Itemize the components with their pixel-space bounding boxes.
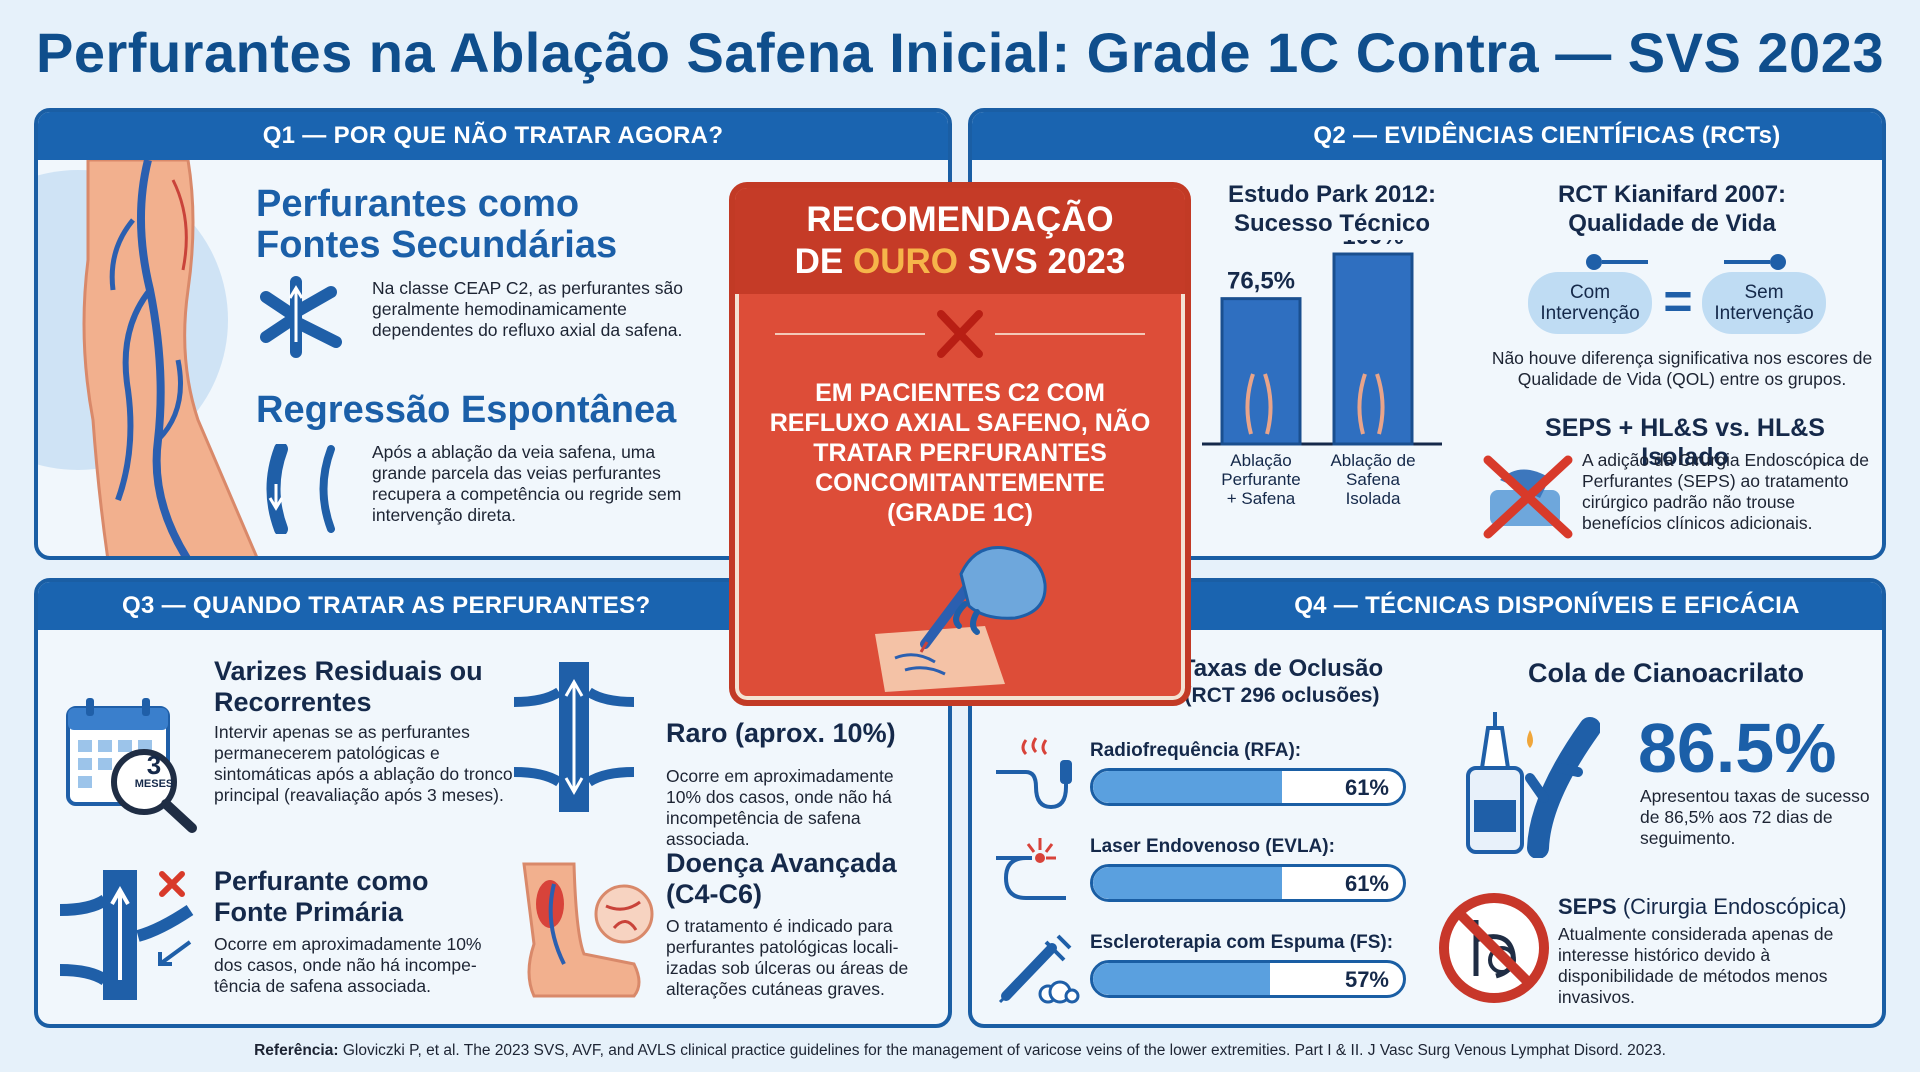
calendar-magnifier-icon [66, 698, 197, 833]
bar-value-rfa: 61% [1344, 775, 1389, 800]
radiofrequency-icon [996, 737, 1072, 810]
park-bar-vein-1 [1357, 373, 1385, 435]
pill-with-intervention: Com Intervenção [1528, 272, 1652, 334]
rec-line2-gold: OURO [853, 242, 958, 281]
bar-label-fs: Escleroterapia com Espuma (FS): [1090, 932, 1394, 953]
park-bar-value-0: 76,5% [1227, 268, 1295, 295]
bar-value-evla: 61% [1344, 871, 1389, 896]
laser-icon [996, 838, 1066, 900]
q1-heading-spontaneous-regression: Regressão Espontânea [256, 389, 677, 431]
seps-q4-title-bold: SEPS [1558, 894, 1617, 919]
bar-rfa: 61% [1090, 768, 1406, 806]
vein-arrows-icon [514, 662, 634, 812]
seps-q4-title-rest: (Cirurgia Endoscópica) [1616, 894, 1847, 919]
park-study-title: Estudo Park 2012: Sucesso Técnico [1227, 181, 1437, 237]
qol-text: Não houve diferença significativa nos es… [1491, 348, 1873, 389]
page-title: Perfurantes na Ablação Safena Inicial: G… [36, 21, 1884, 84]
bar-fs: 57% [1090, 960, 1406, 998]
q3-c-text: Ocorre em aproximadamente 10% dos casos,… [214, 934, 482, 996]
park-category-label-0: Ablação Perfurante + Safena [1221, 451, 1300, 508]
seps-title: SEPS + HL&S vs. HL&S Isolado [1545, 414, 1825, 471]
pin-left-icon [1586, 254, 1648, 270]
seps-q4-text: Atualmente considerada apenas de interes… [1558, 924, 1834, 1007]
recommendation-text: EM PACIENTES C2 COM REFLUXO AXIAL SAFENO… [769, 379, 1151, 527]
q3-b-title: Raro (aprox. 10%) [666, 718, 896, 748]
gold-recommendation-card: RECOMENDAÇÃO DE OURO SVS 2023 EM PACIENT… [729, 182, 1191, 706]
reference-text: Gloviczki P, et al. The 2023 SVS, AVF, a… [338, 1042, 1666, 1059]
pin-right-icon [1724, 254, 1786, 270]
calendar-number: 3 [146, 750, 162, 780]
leg-veins-illustration [38, 160, 258, 556]
q3-c-title: Perfurante como Fonte Primária [214, 866, 429, 927]
reference-footer: Referência: Gloviczki P, et al. The 2023… [0, 1042, 1920, 1060]
q1-heading-secondary-sources: Perfurantes como Fontes Secundárias [256, 183, 618, 266]
no-seps-icon [1439, 893, 1549, 1003]
syringe-foam-icon [998, 934, 1080, 1004]
bar-label-evla: Laser Endovenoso (EVLA): [1090, 836, 1335, 857]
glue-text: Apresentou taxas de sucesso de 86,5% aos… [1640, 786, 1870, 848]
q1-text-spontaneous-regression: Após a ablação da veia safena, uma grand… [372, 442, 682, 525]
glue-bottle-icon [1466, 712, 1600, 858]
gold-recommendation-header: RECOMENDAÇÃO DE OURO SVS 2023 [735, 188, 1185, 294]
rec-line2-a: DE [794, 242, 853, 281]
calendar-label: MESES [134, 778, 174, 790]
equals-sign: = [1663, 273, 1693, 329]
glue-title: Cola de Cianoacrilato [1527, 658, 1805, 688]
ulcer-leg-icon [522, 862, 654, 998]
q3-d-text: O tratamento é indicado para perfurantes… [666, 916, 909, 999]
park-bar-vein-0 [1245, 373, 1273, 435]
q3-b-text: Ocorre em aproximadamente 10% dos casos,… [666, 766, 894, 849]
q3-d-title: Doença Avançada (C4-C6) [666, 848, 897, 909]
q1-text-secondary-sources: Na classe CEAP C2, as perfurantes são ge… [372, 278, 683, 340]
occlusion-title: Taxas de Oclusão [1180, 655, 1384, 682]
park-bar-1 [1332, 252, 1414, 446]
q2-header: Q2 — EVIDÊNCIAS CIENTÍFICAS (RCTs) [972, 112, 1882, 160]
bar-label-rfa: Radiofrequência (RFA): [1090, 740, 1302, 761]
occlusion-subtitle: (RCT 296 oclusões) [1184, 684, 1380, 707]
bar-evla: 61% [1090, 864, 1406, 902]
seps-text: A adição da Cirurgia Endoscópica de Perf… [1582, 450, 1869, 533]
rec-line1: RECOMENDAÇÃO [806, 200, 1114, 239]
bar-value-fs: 57% [1344, 967, 1389, 992]
bar-fill-fs [1093, 963, 1270, 995]
q1-header: Q1 — POR QUE NÃO TRATAR AGORA? [38, 112, 948, 160]
q3-a-title: Varizes Residuais ou Recorrentes [214, 656, 483, 717]
rec-line2: DE OURO SVS 2023 [795, 241, 1126, 283]
rec-line2-c: SVS 2023 [958, 242, 1126, 281]
seps-q4-title: SEPS (Cirurgia Endoscópica) [1558, 894, 1882, 920]
reference-label: Referência: [254, 1042, 339, 1059]
bar-fill-evla [1093, 867, 1283, 899]
primary-perforator-icon [60, 870, 194, 1000]
park-bar-value-1: 100% [1342, 240, 1403, 250]
seps-crossed-icon [1483, 455, 1573, 539]
surgeon-hand-icon [875, 546, 1047, 692]
vein-regression-icon [266, 444, 335, 534]
glue-percentage: 86.5% [1638, 709, 1837, 787]
bar-fill-rfa [1093, 771, 1283, 803]
pill-without-intervention: Sem Intervenção [1702, 272, 1826, 334]
park-category-label-1: Ablação de Safena Isolada [1330, 451, 1415, 508]
divider-x-icon [775, 310, 1145, 358]
kianifard-study-title: RCT Kianifard 2007: Qualidade de Vida [1557, 181, 1787, 237]
vein-branch-arrows-icon [260, 276, 342, 358]
park-bar-0 [1220, 297, 1302, 446]
q3-a-text: Intervir apenas se as perfurantes perman… [214, 722, 513, 805]
